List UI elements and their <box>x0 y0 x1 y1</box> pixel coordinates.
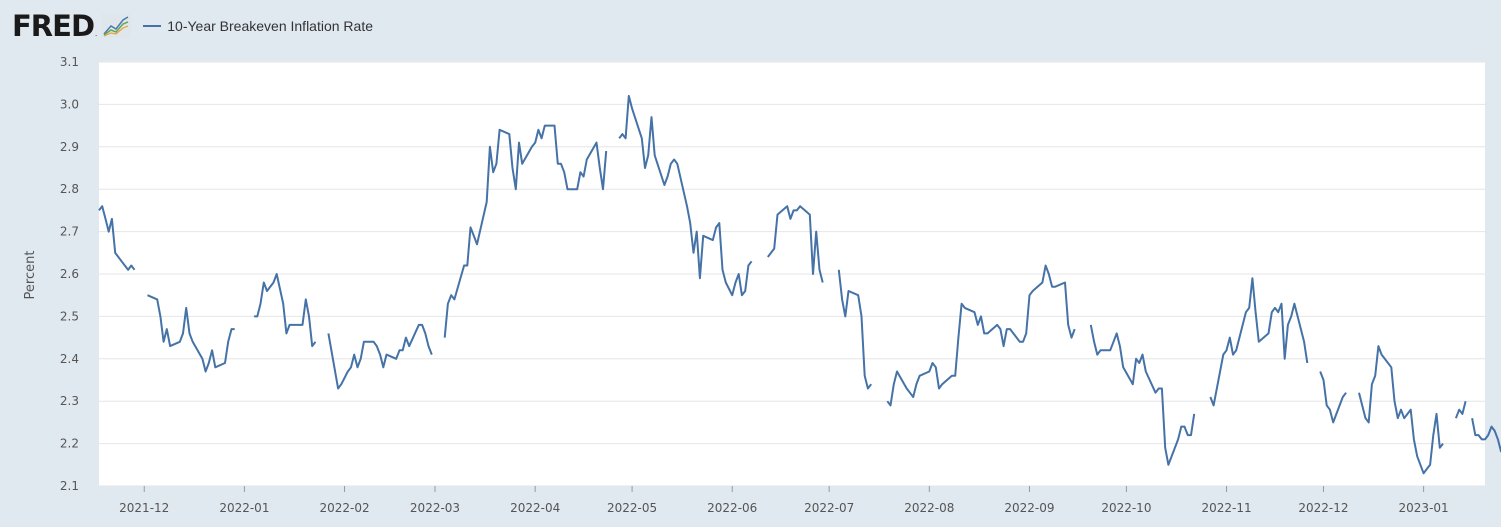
x-tick-label: 2022-05 <box>607 501 657 515</box>
legend[interactable]: 10-Year Breakeven Inflation Rate <box>143 18 373 34</box>
legend-label: 10-Year Breakeven Inflation Rate <box>167 18 373 34</box>
y-tick-label: 3.1 <box>60 55 79 69</box>
chart-header: FRED . 10-Year Breakeven Inflation Rate <box>12 8 373 44</box>
series-line-segment[interactable] <box>254 273 317 348</box>
y-tick-label: 2.7 <box>60 225 79 239</box>
y-tick-label: 2.5 <box>60 309 79 323</box>
series-line-segment[interactable] <box>443 124 608 338</box>
x-tick-label: 2022-08 <box>904 501 954 515</box>
x-tick-label: 2022-03 <box>410 501 460 515</box>
x-tick-label: 2022-12 <box>1298 501 1348 515</box>
series-line-segment[interactable] <box>886 264 1076 407</box>
x-tick-label: 2022-06 <box>707 501 757 515</box>
series-line-segment[interactable] <box>327 323 433 390</box>
series-line-segment[interactable] <box>1471 418 1501 453</box>
fred-chart-icon <box>101 14 132 38</box>
series-line-segment[interactable] <box>147 294 235 373</box>
x-tick-label: 2022-07 <box>804 501 854 515</box>
x-tick-label: 2021-12 <box>119 501 169 515</box>
series-line-segment[interactable] <box>1089 324 1196 466</box>
y-tick-label: 2.2 <box>60 437 79 451</box>
y-tick-label: 2.6 <box>60 267 79 281</box>
y-axis-ticks: 2.1 2.2 2.3 2.4 2.5 2.6 2.7 2.8 2.9 3.0 3.1 <box>60 55 79 493</box>
x-axis-ticks: 2021-12 2022-01 2022-02 2022-03 2022-04 2022-… <box>119 486 1449 515</box>
grid-lines <box>99 61 1485 487</box>
series-line-segment[interactable] <box>1209 277 1309 407</box>
y-tick-label: 2.1 <box>60 479 79 493</box>
y-tick-label: 2.9 <box>60 140 79 154</box>
x-tick-label: 2023-01 <box>1399 501 1449 515</box>
y-tick-label: 2.8 <box>60 182 79 196</box>
series-lines <box>98 94 1501 475</box>
series-line-segment[interactable] <box>837 269 872 390</box>
x-tick-label: 2022-10 <box>1101 501 1151 515</box>
series-line-segment[interactable] <box>1319 371 1347 424</box>
y-tick-label: 3.0 <box>60 97 79 111</box>
series-line-segment[interactable] <box>618 94 753 297</box>
fred-logo[interactable]: FRED <box>12 8 95 43</box>
y-tick-label: 2.3 <box>60 394 79 408</box>
x-tick-label: 2022-11 <box>1201 501 1251 515</box>
x-tick-label: 2022-01 <box>219 501 269 515</box>
y-axis-title: Percent <box>23 251 38 300</box>
fred-logo-mark: . <box>95 28 98 38</box>
y-tick-label: 2.4 <box>60 352 79 366</box>
series-line-segment[interactable] <box>1358 345 1444 475</box>
series-line-segment[interactable] <box>1454 400 1467 419</box>
x-tick-label: 2022-04 <box>510 501 560 515</box>
legend-swatch <box>143 25 162 27</box>
series-line-segment[interactable] <box>767 205 824 283</box>
x-tick-label: 2022-02 <box>319 501 369 515</box>
x-tick-label: 2022-09 <box>1004 501 1054 515</box>
series-line-segment[interactable] <box>98 205 136 271</box>
